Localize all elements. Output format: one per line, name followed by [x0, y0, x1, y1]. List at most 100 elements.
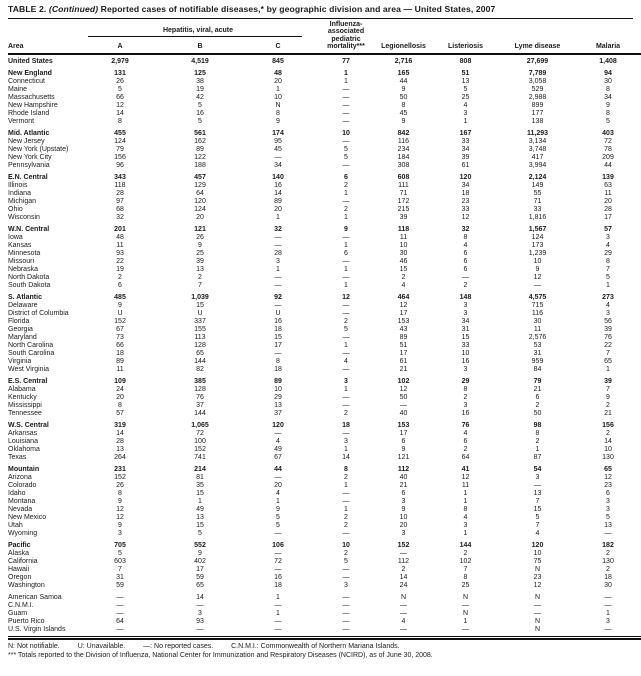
value-cell: —	[400, 601, 407, 609]
area-cell: Virginia	[8, 357, 32, 365]
value-cell: 2,716	[394, 57, 413, 65]
value-cell: 28	[116, 437, 124, 445]
value-cell: 13	[196, 265, 204, 273]
value-cell: 231	[114, 465, 126, 473]
value-cell: 1	[276, 593, 280, 601]
table-row: C.N.M.I. — — — — — — — —	[8, 602, 641, 610]
area-cell: South Carolina	[8, 349, 55, 357]
value-cell: 529	[531, 85, 544, 93]
table-row: New York City 156 122 — 5 184 39 417 209	[8, 154, 641, 162]
value-cell: 75	[533, 557, 542, 565]
table-row: New Mexico 12 13 5 2 10 4 5 5	[8, 514, 641, 522]
value-cell: 215	[397, 205, 410, 213]
value-cell: —	[400, 549, 407, 557]
value-cell: —	[342, 429, 350, 437]
value-cell: 81	[196, 473, 204, 481]
value-cell: 129	[194, 181, 206, 189]
table-row: Puerto Rico 64 93 — — 4 1 N 3	[8, 618, 641, 626]
value-cell: 3	[198, 609, 202, 617]
value-cell: 5	[606, 117, 610, 125]
value-cell: 49	[274, 445, 282, 453]
value-cell: 343	[114, 173, 126, 181]
value-cell: 100	[194, 437, 206, 445]
value-cell: 11	[116, 365, 124, 373]
value-cell: 17	[196, 565, 204, 573]
value-cell: 2	[463, 281, 468, 289]
value-cell: 1	[463, 617, 468, 625]
value-cell: 14	[116, 109, 124, 117]
value-cell: 59	[116, 581, 124, 589]
value-cell: 9	[344, 225, 348, 233]
table-row: Kansas 11 9 — 1 10 4 173 4	[8, 242, 641, 250]
table-row: California 603 402 72 5 112 102 75 130	[8, 558, 641, 566]
table-row: Illinois 118 129 16 2 111 34 149 63	[8, 182, 641, 190]
value-cell: 457	[194, 173, 206, 181]
value-cell: 4,519	[191, 57, 209, 65]
table-row: Ohio 68 124 20 2 215 33 33 28	[8, 206, 641, 214]
value-cell: 8	[606, 257, 610, 265]
value-cell: 4	[606, 301, 610, 309]
value-cell: 8	[118, 401, 122, 409]
value-cell: 12	[116, 505, 124, 513]
table-row: Tennessee 57 144 37 2 40 16 50 21	[8, 410, 641, 418]
value-cell: 18	[342, 421, 350, 429]
value-cell: 116	[397, 137, 410, 145]
area-cell: Pennsylvania	[8, 161, 50, 169]
value-cell: 33	[533, 205, 542, 213]
value-cell: 2	[344, 521, 348, 529]
value-cell: 2,576	[528, 333, 547, 341]
table-bottom-rule	[8, 635, 641, 640]
value-cell: 65	[196, 581, 204, 589]
value-cell: 102	[459, 557, 472, 565]
value-cell: 7	[535, 521, 540, 529]
col-header-lyme-disease: Lyme disease	[514, 43, 561, 51]
value-cell: 77	[342, 57, 350, 65]
table-row: New Jersey 124 162 95 — 116 33 3,134 72	[8, 138, 641, 146]
value-cell: 5	[198, 101, 202, 109]
value-cell: 4,575	[528, 293, 547, 301]
value-cell: 14	[274, 189, 282, 197]
value-cell: 79	[116, 145, 124, 153]
value-cell: 3,134	[528, 137, 547, 145]
value-cell: 51	[461, 69, 470, 77]
value-cell: 3	[606, 617, 610, 625]
area-cell: Puerto Rico	[8, 617, 45, 625]
value-cell: —	[400, 609, 407, 617]
value-cell: 8	[118, 117, 122, 125]
col-header-hepatitis-c: C	[275, 43, 281, 51]
value-cell: 152	[114, 317, 126, 325]
value-cell: 17	[604, 213, 612, 221]
value-cell: 45	[274, 145, 282, 153]
value-cell: 9	[401, 117, 406, 125]
value-cell: 1,065	[191, 421, 209, 429]
value-cell: —	[462, 601, 469, 609]
value-cell: U	[197, 309, 203, 317]
value-cell: 128	[194, 341, 206, 349]
value-cell: —	[274, 529, 282, 537]
value-cell: 25	[196, 249, 204, 257]
value-cell: 1	[276, 85, 280, 93]
value-cell: 22	[116, 257, 124, 265]
value-cell: —	[196, 625, 204, 633]
value-cell: 25	[461, 581, 470, 589]
value-cell: 23	[461, 197, 470, 205]
value-cell: 73	[116, 333, 124, 341]
value-cell: 9	[535, 265, 540, 273]
value-cell: 1	[344, 481, 348, 489]
value-cell: 264	[114, 453, 126, 461]
value-cell: 2	[401, 565, 406, 573]
value-cell: 18	[274, 325, 282, 333]
area-cell: Hawaii	[8, 565, 30, 573]
value-cell: —	[534, 601, 541, 609]
value-cell: —	[534, 609, 541, 617]
value-cell: 6	[463, 257, 468, 265]
value-cell: 57	[116, 409, 124, 417]
value-cell: —	[534, 481, 541, 489]
value-cell: 6	[344, 249, 348, 257]
value-cell: 66	[116, 341, 124, 349]
area-cell: American Samoa	[8, 593, 62, 601]
value-cell: 214	[194, 465, 206, 473]
value-cell: 3	[401, 497, 406, 505]
document-page: TABLE 2. (Continued) Reported cases of n…	[8, 4, 641, 659]
value-cell: 39	[399, 213, 408, 221]
